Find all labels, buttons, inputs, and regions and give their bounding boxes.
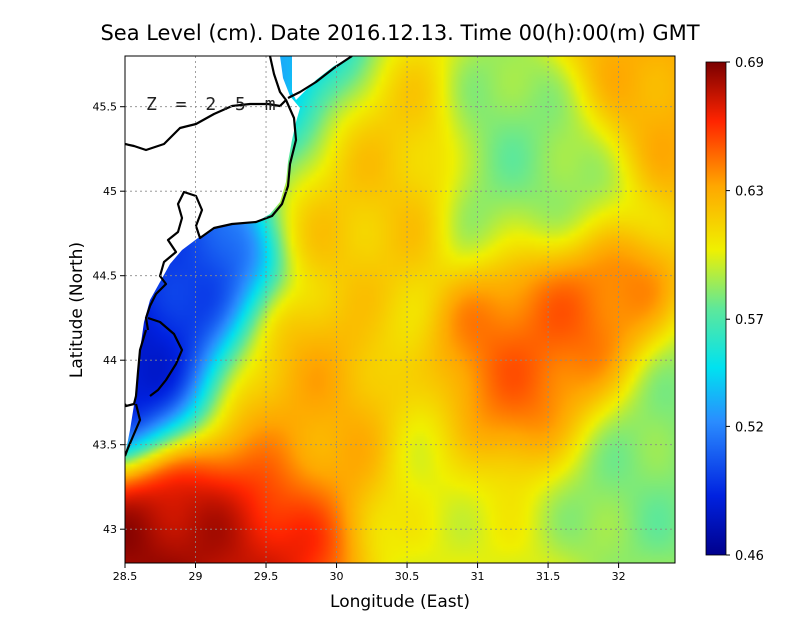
land-mask — [125, 56, 352, 462]
colorbar-gradient — [705, 61, 727, 556]
y-tick-label: 45 — [103, 185, 117, 198]
y-tick-label: 45.5 — [93, 101, 118, 114]
grid-lines — [125, 56, 675, 563]
y-tick-label: 44 — [103, 354, 117, 367]
x-tick-label: 31 — [471, 570, 485, 583]
y-tick-label: 43 — [103, 523, 117, 536]
x-tick-label: 28.5 — [113, 570, 138, 583]
coastline-northeast — [287, 56, 353, 99]
coastline — [125, 56, 353, 457]
chart-title: Sea Level (cm). Date 2016.12.13. Time 00… — [100, 21, 699, 45]
x-axis: 28.5 29 29.5 30 30.5 31 31.5 32 — [113, 563, 626, 583]
land-area — [125, 56, 300, 462]
x-tick-label: 31.5 — [536, 570, 561, 583]
colorbar-tick-label: 0.46 — [735, 549, 764, 564]
colorbar-tick-label: 0.52 — [735, 420, 764, 435]
x-tick-label: 32 — [612, 570, 626, 583]
y-axis-label: Latitude (North) — [67, 242, 87, 378]
colorbar-tick-label: 0.63 — [735, 185, 764, 200]
x-tick-label: 30 — [330, 570, 344, 583]
y-tick-label: 44.5 — [93, 270, 118, 283]
x-axis-label: Longitude (East) — [330, 592, 470, 612]
colorbar: 0.46 0.52 0.57 0.63 0.69 — [705, 56, 764, 564]
land-north-east — [292, 56, 352, 100]
colorbar-tick-label: 0.69 — [735, 56, 764, 71]
coastline-south — [125, 329, 148, 457]
y-axis: 43 43.5 44 44.5 45 45.5 — [93, 101, 125, 536]
colorbar-ticks: 0.46 0.52 0.57 0.63 0.69 — [726, 56, 764, 564]
x-tick-label: 29.5 — [254, 570, 279, 583]
plot-area: 28.5 29 29.5 30 30.5 31 31.5 32 4343.54444.5454… — [93, 55, 676, 583]
colorbar-tick-label: 0.57 — [735, 313, 764, 328]
x-tick-label: 29 — [189, 570, 203, 583]
x-tick-label: 30.5 — [395, 570, 420, 583]
plot-frame — [124, 55, 676, 564]
coastline-main — [125, 56, 288, 152]
depth-annotation: Z = 2.5 m — [146, 94, 280, 115]
coastline-bay — [144, 99, 298, 331]
coastline-lake — [147, 316, 184, 397]
y-tick-label: 43.5 — [93, 439, 118, 452]
